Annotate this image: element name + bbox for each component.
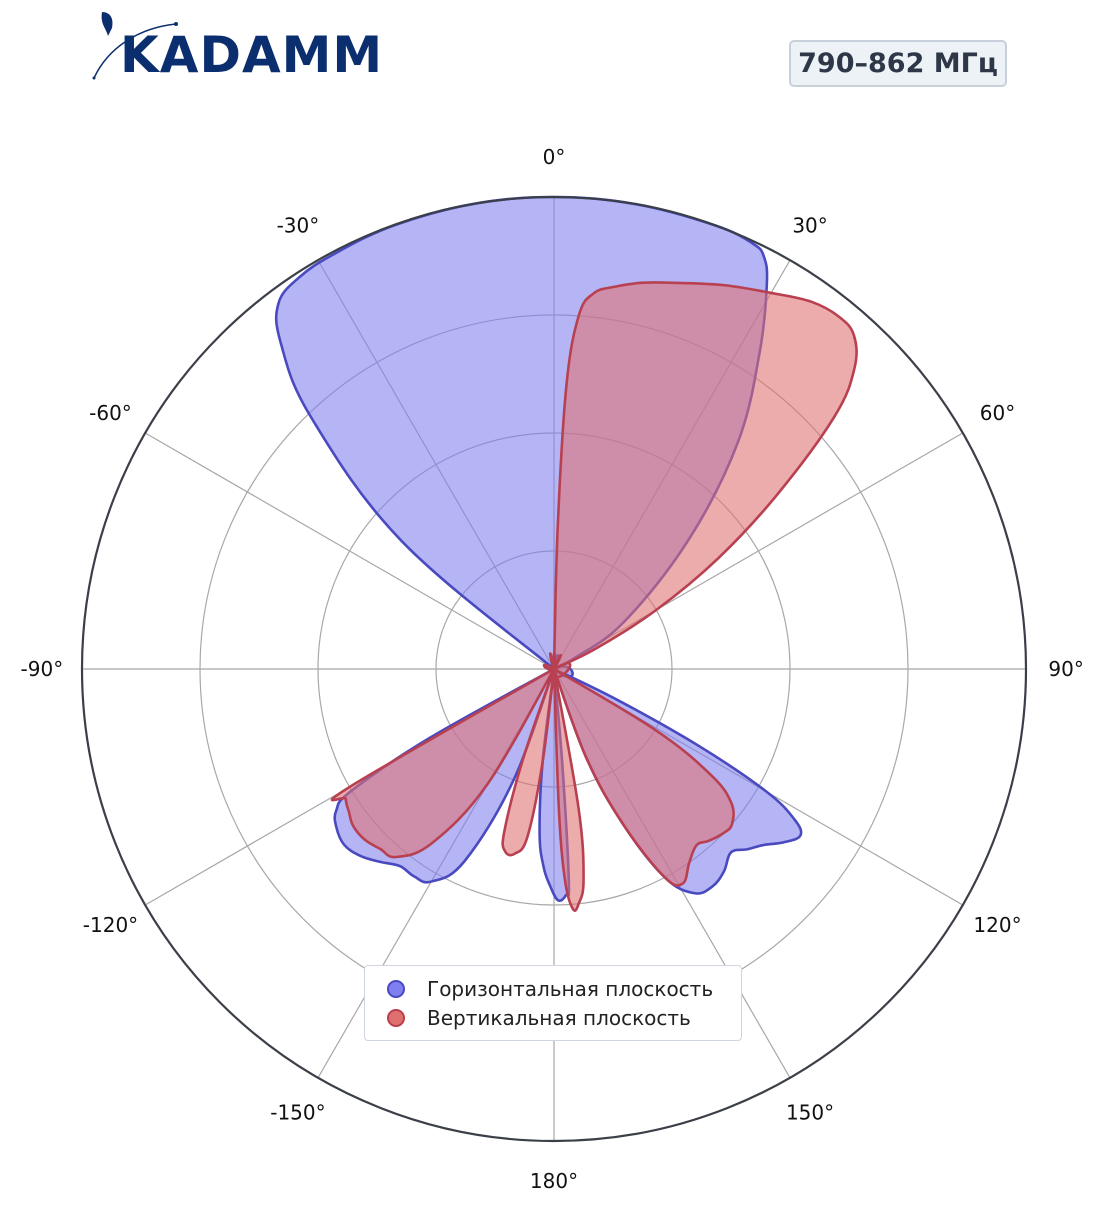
frequency-badge: 790–862 МГц: [789, 40, 1007, 87]
legend-marker-vertical: [387, 1009, 405, 1027]
angular-tick-label: 30°: [792, 213, 827, 237]
legend: Горизонтальная плоскость Вертикальная пл…: [364, 965, 742, 1041]
series-area-vertical: [330, 281, 858, 912]
angular-tick-label: 150°: [786, 1101, 834, 1125]
angular-tick-label: -90°: [21, 657, 64, 681]
angular-tick-label: 60°: [980, 401, 1015, 425]
legend-item-horizontal: Горизонтальная плоскость: [387, 976, 713, 1002]
legend-label-vertical: Вертикальная плоскость: [427, 1006, 691, 1030]
angular-tick-label: 90°: [1048, 657, 1083, 681]
legend-label-horizontal: Горизонтальная плоскость: [427, 977, 714, 1001]
legend-marker-horizontal: [387, 980, 405, 998]
angular-grid-line: [144, 432, 555, 670]
polar-series: [274, 195, 858, 912]
angular-tick-label: 180°: [530, 1169, 578, 1193]
logo-swoosh-icon: [92, 12, 178, 80]
polar-frame: [80, 195, 1028, 1143]
angular-tick-label: -60°: [89, 401, 132, 425]
polar-outer-ring: [80, 195, 1028, 1143]
angular-tick-label: 0°: [543, 145, 566, 169]
legend-item-vertical: Вертикальная плоскость: [387, 1005, 691, 1031]
angular-ticks: 0° 30° 60° 90° 120° 150° 180° -150° -120° -90° -60…: [21, 145, 1084, 1193]
angular-tick-label: -150°: [270, 1101, 325, 1125]
angular-tick-label: 120°: [973, 913, 1021, 937]
logo-text: KADAMM: [120, 26, 384, 84]
brand-logo: KADAMM: [88, 8, 382, 88]
angular-tick-label: -30°: [277, 213, 320, 237]
angular-tick-label: -120°: [83, 913, 138, 937]
